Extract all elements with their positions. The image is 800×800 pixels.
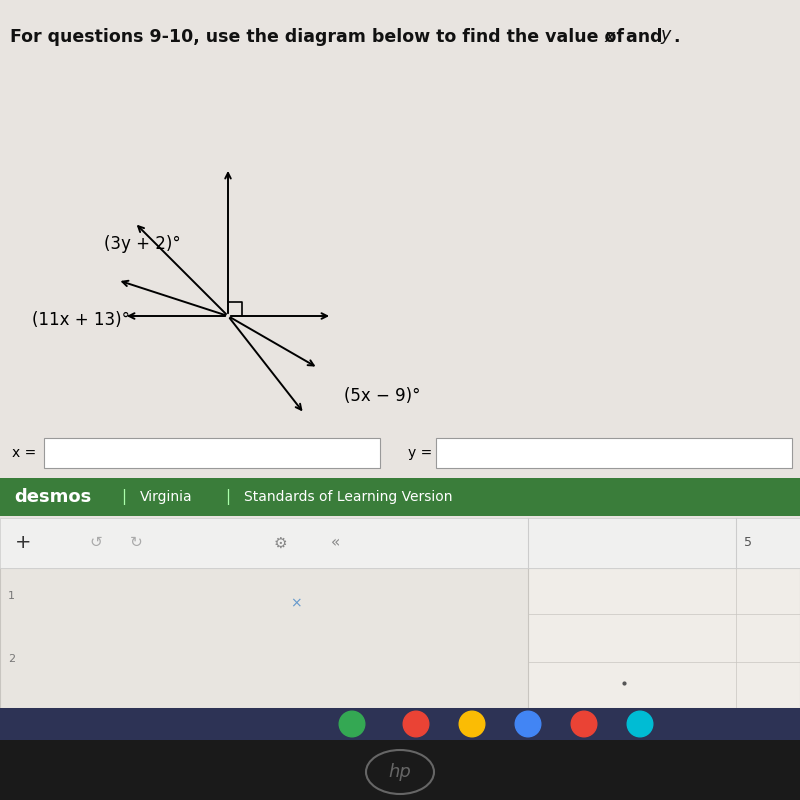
- Text: (11x + 13)°: (11x + 13)°: [32, 311, 130, 329]
- Bar: [0, 740, 800, 800]
- Text: ×: ×: [290, 596, 302, 610]
- Circle shape: [339, 711, 365, 737]
- Text: |: |: [122, 489, 126, 505]
- Bar: [0, 568, 528, 708]
- Text: (3y + 2)°: (3y + 2)°: [104, 235, 181, 253]
- Text: 2: 2: [8, 654, 15, 664]
- Text: $y$: $y$: [660, 28, 673, 46]
- Text: |: |: [226, 489, 230, 505]
- Bar: [0, 0, 800, 708]
- Bar: [0, 708, 800, 740]
- Text: x =: x =: [12, 446, 36, 460]
- Circle shape: [627, 711, 653, 737]
- Text: hp: hp: [389, 763, 411, 781]
- Bar: [528, 568, 800, 708]
- Circle shape: [571, 711, 597, 737]
- Circle shape: [403, 711, 429, 737]
- Bar: [436, 438, 792, 468]
- Bar: [0, 568, 800, 708]
- Text: (5x − 9)°: (5x − 9)°: [344, 387, 421, 405]
- Bar: [0, 518, 800, 568]
- Bar: [44, 438, 380, 468]
- Text: 1: 1: [8, 591, 15, 601]
- Circle shape: [459, 711, 485, 737]
- Text: desmos: desmos: [14, 488, 92, 506]
- Bar: [0, 478, 800, 516]
- Text: +: +: [14, 534, 31, 552]
- Text: For questions 9-10, use the diagram below to find the value of: For questions 9-10, use the diagram belo…: [10, 28, 630, 46]
- Text: .: .: [674, 28, 680, 46]
- Circle shape: [515, 711, 541, 737]
- Text: Virginia: Virginia: [140, 490, 193, 504]
- Text: ⚙: ⚙: [273, 535, 287, 550]
- Text: ↺: ↺: [90, 535, 102, 550]
- Text: «: «: [331, 535, 341, 550]
- Text: $x$: $x$: [604, 28, 617, 46]
- Text: y =: y =: [408, 446, 432, 460]
- Text: and: and: [620, 28, 669, 46]
- Text: Standards of Learning Version: Standards of Learning Version: [244, 490, 453, 504]
- Text: 5: 5: [744, 536, 752, 550]
- Text: ↻: ↻: [130, 535, 142, 550]
